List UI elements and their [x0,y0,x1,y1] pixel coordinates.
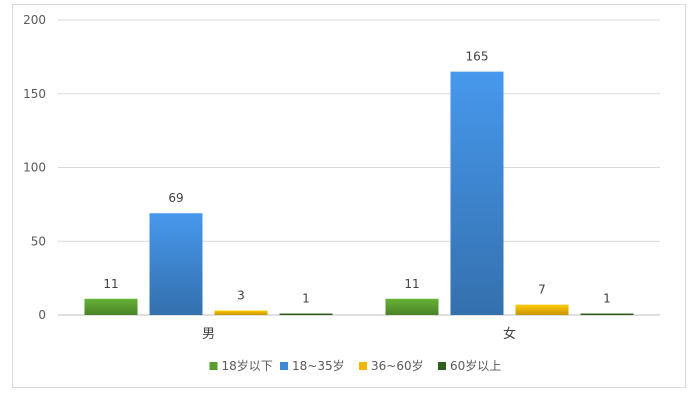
data-label: 7 [538,283,546,297]
data-label: 1 [603,292,611,306]
category-label: 女 [503,326,516,342]
y-tick-label: 150 [23,87,46,101]
legend-label: 36~60岁 [371,358,424,373]
bar [279,313,333,316]
data-label: 11 [404,277,419,291]
legend-swatch [209,362,218,370]
bar [149,213,203,315]
y-tick-label: 50 [31,234,46,248]
data-label: 69 [168,191,183,205]
chart-frame [12,4,686,388]
bar [385,298,439,315]
legend: 18岁以下 18~35岁 36~60岁 60岁以上 [209,358,501,373]
data-label: 11 [103,277,118,291]
y-tick-label: 200 [23,13,46,27]
y-axis-ticks: 0 50 100 150 200 [23,13,46,322]
y-tick-label: 100 [23,161,46,175]
data-label: 1 [302,292,310,306]
x-axis-categories: 男女 [202,326,516,342]
legend-label: 60岁以上 [450,358,501,373]
data-label: 165 [466,50,489,64]
bar [580,313,634,316]
legend-label: 18岁以下 [222,358,273,373]
bar [450,71,504,315]
bars [84,71,634,316]
legend-swatch [359,362,367,370]
y-tick-label: 0 [38,308,46,322]
gridlines [58,19,660,316]
legend-swatch [438,362,446,370]
bar [515,304,569,315]
data-label: 3 [237,289,245,303]
legend-swatch [280,362,288,370]
bar [84,298,138,315]
bar [214,310,268,315]
category-label: 男 [202,327,215,342]
legend-label: 18~35岁 [292,358,345,373]
